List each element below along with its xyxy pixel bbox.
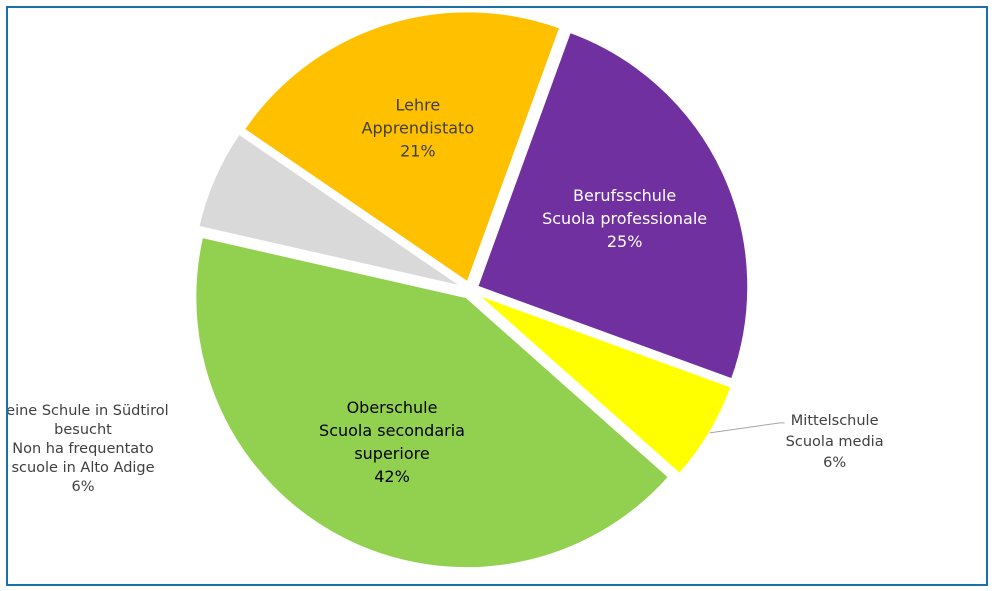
slice-label: Mittelschule Scuola media 6% (786, 413, 884, 471)
slice-label: Oberschule Scuola secondaria superiore 42% (319, 398, 465, 486)
slice-label: Keine Schule in Südtirol besucht Non ha fr… (8, 403, 169, 495)
slice-percent: 21% (400, 142, 436, 161)
chart-frame: Berufsschule Scuola professionale 25% Mitte… (6, 6, 988, 586)
pie-chart: Berufsschule Scuola professionale 25% Mitte… (8, 10, 884, 570)
slice-percent: 42% (374, 467, 410, 486)
leader-lines (709, 422, 785, 434)
slice-label-line: Scuola media (786, 434, 884, 450)
slice-label: Berufsschule Scuola professionale 25% (542, 186, 707, 251)
slice-label: Lehre Apprendistato 21% (362, 96, 475, 161)
pie-slices (194, 10, 750, 570)
pie-slice (194, 235, 671, 570)
slice-label-line: Mittelschule (791, 413, 879, 429)
slice-label-line: Scuola professionale (542, 209, 707, 228)
slice-label-line: Lehre (396, 96, 441, 115)
pie-slice (476, 293, 733, 476)
slice-label-line: Berufsschule (573, 186, 676, 205)
slice-label-line: scuole in Alto Adige (11, 460, 154, 476)
slice-label-line: superiore (354, 444, 429, 463)
slice-label-line: Keine Schule in Südtirol (8, 403, 169, 419)
slice-percent: 25% (607, 232, 643, 251)
pie-slice (475, 30, 750, 381)
slice-percent: 6% (71, 479, 94, 495)
pie-slice (197, 132, 464, 288)
slice-label-line: besucht (54, 422, 112, 438)
slice-labels: Berufsschule Scuola professionale 25% Mitte… (8, 96, 884, 495)
leader-line (709, 422, 785, 434)
slice-label-line: Scuola secondaria (319, 421, 465, 440)
slice-label-line: Non ha frequentato (12, 441, 154, 457)
pie-slice (242, 10, 562, 284)
slice-label-line: Oberschule (347, 398, 438, 417)
slice-label-line: Apprendistato (362, 119, 475, 138)
slice-percent: 6% (823, 455, 846, 471)
